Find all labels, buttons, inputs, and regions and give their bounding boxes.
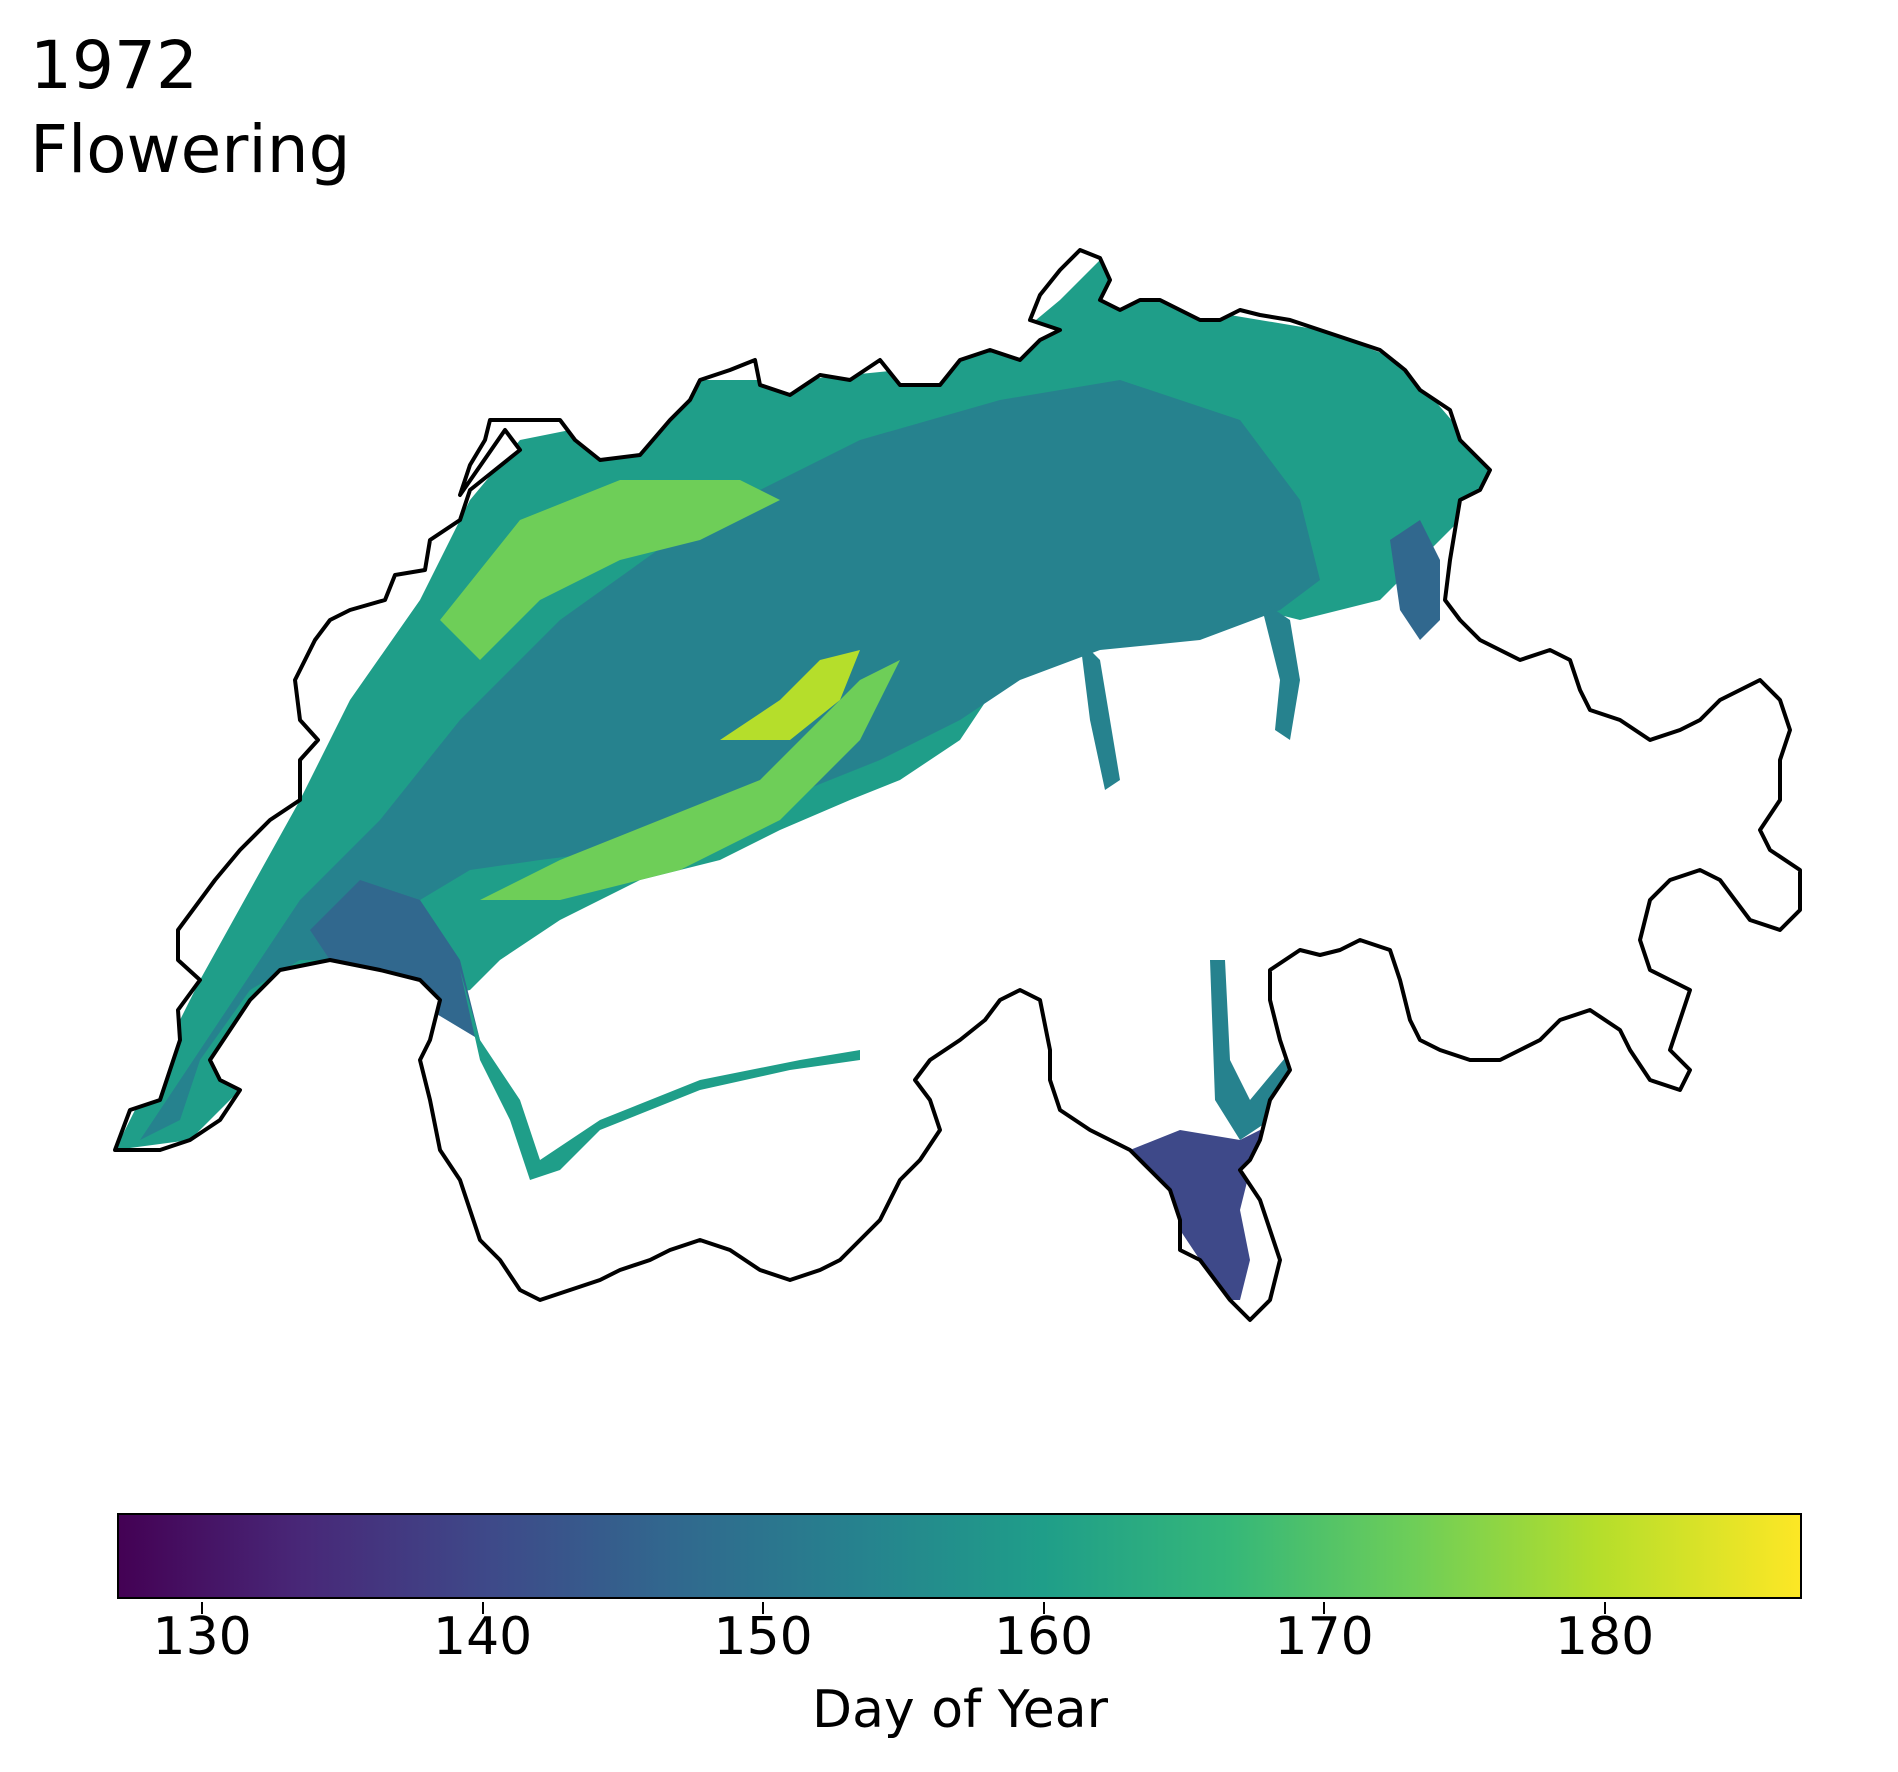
reuss-valley-strip bbox=[1080, 640, 1120, 790]
colorbar-tick-label: 170 bbox=[1274, 1607, 1374, 1667]
colorbar-tick-label: 140 bbox=[433, 1607, 533, 1667]
title-year: 1972 bbox=[30, 27, 198, 104]
colorbar-tick-mark bbox=[1603, 1602, 1606, 1614]
ticino-valley-teal bbox=[1210, 960, 1310, 1140]
colorbar-tick-mark bbox=[1042, 1602, 1045, 1614]
colorbar-tick-mark bbox=[201, 1602, 204, 1614]
rhine-valley-dark bbox=[1390, 520, 1440, 640]
colorbar-tick-label: 130 bbox=[152, 1607, 252, 1667]
colorbar-tick-mark bbox=[1323, 1602, 1326, 1614]
colorbar-gradient bbox=[117, 1513, 1802, 1599]
phenology-raster bbox=[115, 260, 1490, 1300]
country-border bbox=[113, 248, 1802, 1322]
colorbar bbox=[117, 1513, 1802, 1599]
jura-high-green bbox=[440, 480, 780, 660]
colorbar-tick-mark bbox=[762, 1602, 765, 1614]
colorbar-tick-label: 150 bbox=[713, 1607, 813, 1667]
colorbar-tick-label: 180 bbox=[1555, 1607, 1655, 1667]
alpine-foothills-green bbox=[480, 660, 900, 900]
linth-valley-strip bbox=[1260, 600, 1300, 740]
title-phase: Flowering bbox=[30, 111, 351, 188]
colorbar-tick-mark bbox=[481, 1602, 484, 1614]
colorbar-label: Day of Year bbox=[812, 1680, 1108, 1740]
map-title: 1972 Flowering bbox=[30, 24, 350, 192]
plateau-low-band bbox=[140, 380, 1320, 1140]
foothills-yellow bbox=[720, 650, 860, 740]
colorbar-tick-label: 160 bbox=[994, 1607, 1094, 1667]
